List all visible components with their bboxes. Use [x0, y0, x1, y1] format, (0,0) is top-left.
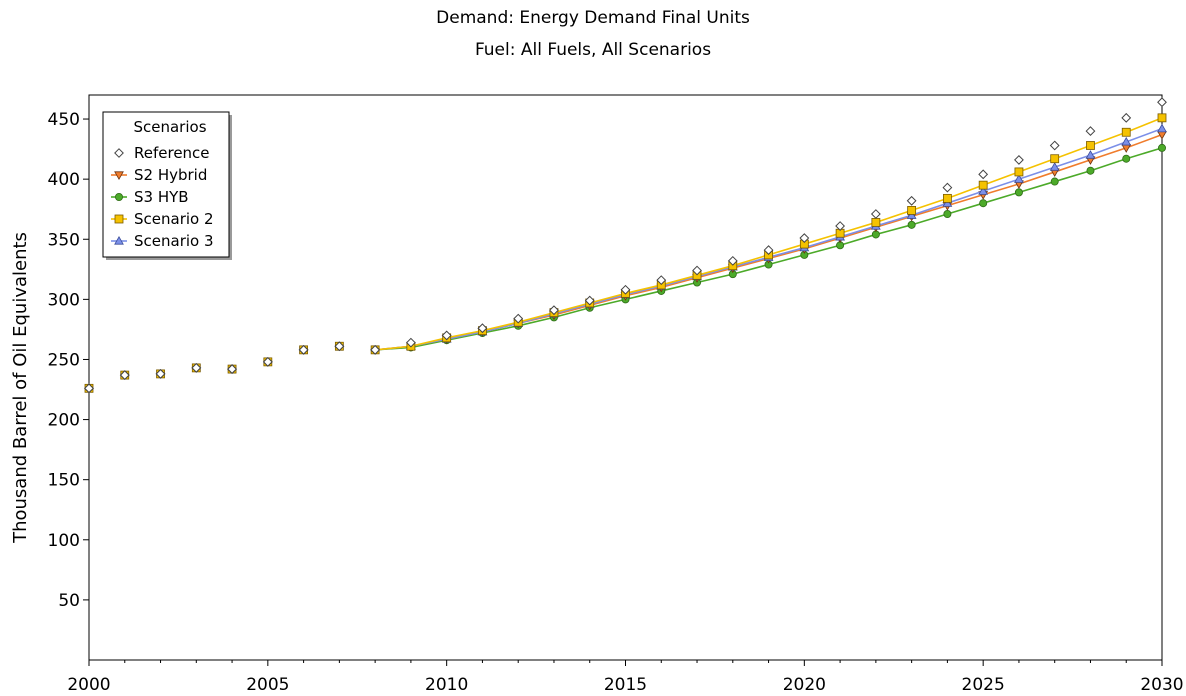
legend-item[interactable]: S2 Hybrid — [111, 166, 207, 184]
x-tick-label: 2020 — [783, 675, 826, 695]
data-point-diamond — [942, 182, 953, 193]
data-point-square — [1050, 154, 1060, 164]
data-point-diamond — [441, 330, 452, 341]
data-point-circle — [1158, 143, 1167, 152]
y-tick-label: 100 — [48, 531, 80, 551]
data-point-square — [1086, 141, 1095, 150]
data-point-diamond — [549, 305, 559, 316]
legend-label: S3 HYB — [134, 188, 189, 206]
x-tick-label: 2010 — [425, 675, 468, 695]
data-point-diamond — [835, 221, 846, 231]
legend-label: Scenario 3 — [134, 232, 214, 250]
y-axis-label: Thousand Barrel of Oil Equivalents — [10, 232, 31, 544]
x-axis: 2000 2005 2010 2015 2020 2025 2030 — [67, 660, 1184, 695]
data-point-diamond — [191, 362, 202, 373]
data-point-diamond — [799, 233, 810, 243]
y-axis: 50 100 150 200 250 300 350 400 450 — [48, 110, 89, 611]
y-tick-label: 150 — [48, 471, 80, 491]
x-tick-label: 2025 — [962, 675, 1005, 695]
data-point-diamond — [298, 344, 309, 355]
data-point-circle — [1050, 177, 1059, 186]
data-point-diamond — [262, 356, 273, 367]
data-point-diamond — [692, 265, 702, 276]
data-point-triangle-up — [1014, 174, 1024, 183]
legend-title: Scenarios — [133, 118, 206, 136]
data-point-square — [1121, 127, 1131, 137]
data-point-diamond — [370, 344, 381, 355]
series-reference — [84, 97, 1167, 394]
data-point-diamond — [763, 245, 774, 255]
data-point-square — [114, 214, 124, 224]
data-point-diamond — [119, 370, 130, 381]
data-point-diamond — [656, 275, 667, 286]
legend-box — [102, 111, 230, 258]
legend[interactable]: Scenarios Reference S2 Hybrid S3 HYB Scenar… — [102, 111, 232, 260]
data-point-triangle-down — [114, 171, 124, 181]
data-point-diamond — [84, 383, 94, 394]
plot-area — [88, 94, 1163, 661]
data-point-diamond — [1121, 112, 1132, 123]
legend-item[interactable]: Scenario 2 — [111, 210, 214, 228]
data-point-circle — [943, 210, 952, 219]
data-point-triangle-up — [978, 186, 989, 195]
x-tick-label: 2030 — [1140, 675, 1183, 695]
legend-item[interactable]: S3 HYB — [111, 188, 189, 206]
y-tick-label: 450 — [48, 110, 80, 130]
data-point-diamond — [513, 313, 524, 324]
data-point-circle — [907, 220, 916, 229]
data-point-diamond — [1014, 155, 1024, 165]
legend-label: S2 Hybrid — [134, 166, 207, 184]
chart-subtitle: Fuel: All Fuels, All Scenarios — [474, 40, 712, 60]
data-point-diamond — [227, 364, 237, 374]
y-tick-label: 50 — [58, 591, 80, 611]
data-point-diamond — [978, 169, 989, 180]
y-tick-label: 350 — [48, 230, 80, 250]
data-point-diamond — [477, 323, 488, 334]
series-layer — [84, 97, 1167, 394]
y-tick-label: 250 — [48, 350, 80, 370]
data-point-square — [1157, 113, 1167, 123]
legend-label: Scenario 2 — [134, 210, 214, 228]
data-point-diamond — [155, 368, 166, 379]
y-tick-label: 300 — [48, 290, 80, 310]
legend-items: Reference S2 Hybrid S3 HYB Scenario 2 Scenar… — [111, 144, 214, 250]
data-point-circle — [1122, 154, 1131, 163]
data-point-triangle-up — [1121, 136, 1132, 146]
data-point-circle — [1086, 166, 1095, 175]
data-point-diamond — [405, 337, 416, 348]
data-point-diamond — [1085, 126, 1096, 136]
y-tick-label: 400 — [48, 170, 80, 190]
data-point-circle — [115, 192, 124, 201]
x-tick-label: 2000 — [67, 675, 110, 695]
data-point-diamond — [1157, 97, 1167, 108]
data-point-diamond — [906, 195, 917, 206]
legend-item[interactable]: Scenario 3 — [111, 232, 214, 250]
data-point-circle — [1014, 188, 1023, 197]
data-point-diamond — [114, 148, 124, 158]
legend-label: Reference — [134, 144, 210, 162]
x-tick-label: 2015 — [604, 675, 647, 695]
legend-item[interactable]: Reference — [114, 144, 210, 162]
data-point-diamond — [620, 284, 631, 295]
data-point-diamond — [1049, 140, 1060, 151]
data-point-square — [1014, 167, 1024, 177]
data-point-diamond — [870, 209, 881, 219]
data-point-circle — [979, 199, 988, 208]
data-point-square — [871, 218, 881, 227]
data-point-square — [943, 193, 952, 203]
data-point-square — [907, 206, 917, 215]
x-tick-label: 2005 — [246, 675, 289, 695]
data-point-triangle-up — [1157, 123, 1167, 133]
data-point-square — [978, 180, 988, 190]
data-point-triangle-up — [1049, 162, 1060, 171]
data-point-diamond — [584, 295, 595, 306]
data-point-diamond — [727, 255, 738, 266]
data-point-diamond — [334, 341, 345, 352]
y-tick-label: 200 — [48, 411, 80, 431]
data-point-triangle-up — [1085, 150, 1096, 159]
chart-title: Demand: Energy Demand Final Units — [436, 8, 750, 28]
data-point-triangle-up — [114, 235, 124, 245]
